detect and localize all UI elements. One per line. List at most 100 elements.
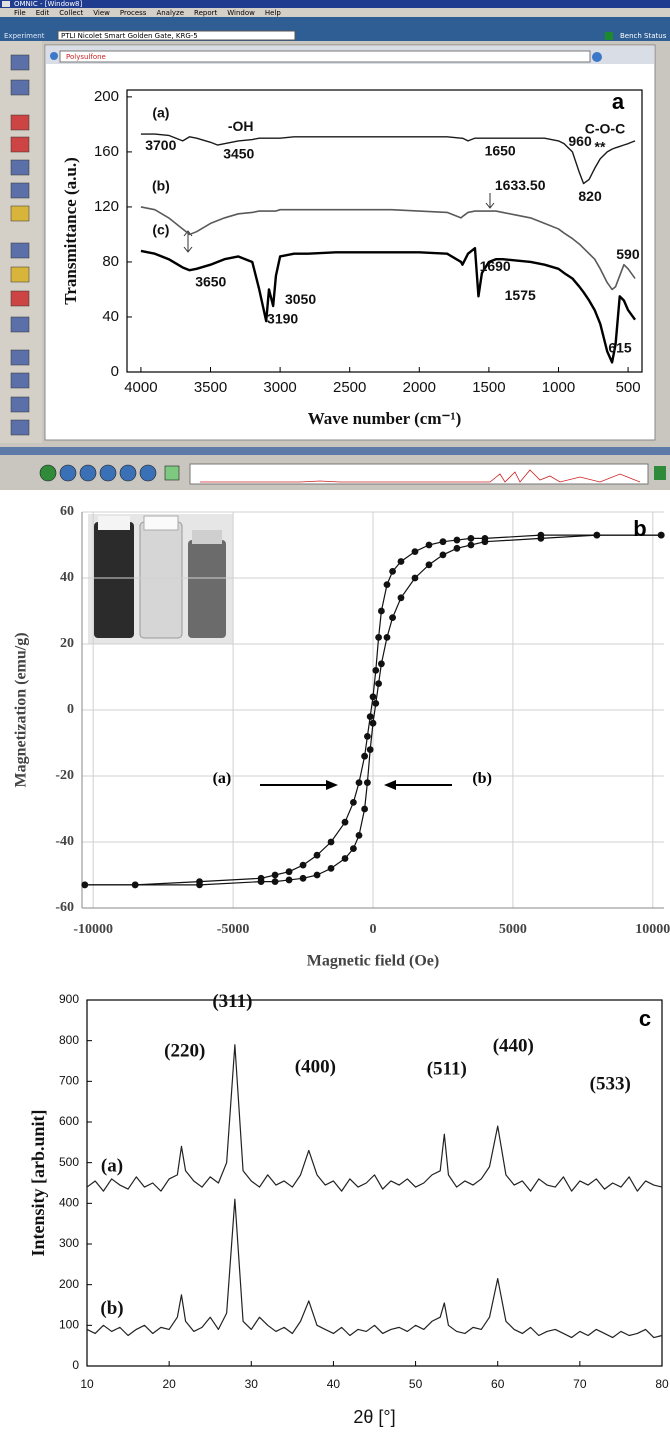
y-axis-title: Intensity [arb.unit] [28,1109,48,1256]
y-tick-label: 160 [94,143,119,160]
marker [361,805,369,813]
x-tick-label: 60 [491,1377,505,1391]
menu-item[interactable]: File [14,9,26,17]
x-tick-label: 80 [655,1377,669,1391]
marker [350,845,357,852]
annotation: (511) [427,1058,467,1079]
x-tick-label: 70 [573,1377,587,1391]
spectrum-title: Polysulfone [66,53,106,61]
scroll-button[interactable] [654,466,666,480]
marker [383,634,391,641]
tool-icon[interactable] [10,266,30,283]
menu-item[interactable]: Report [194,9,217,17]
menu-item[interactable]: Collect [59,9,83,17]
tool-icon[interactable] [10,79,30,96]
annotation: ** [595,138,606,154]
vial [94,522,134,638]
toolbar-icons [10,54,30,436]
view-button[interactable] [79,464,97,482]
tool-icon[interactable] [10,316,30,333]
spectrum-overview[interactable] [189,463,649,485]
annotation: 3450 [223,145,254,161]
view-button[interactable] [39,464,57,482]
menu-item[interactable]: Process [120,9,147,17]
x-tick-label: 0 [370,922,377,937]
view-button[interactable] [99,464,117,482]
view-button[interactable] [139,464,157,482]
menu-item[interactable]: Edit [36,9,50,17]
view-buttons [39,464,180,482]
marker [467,535,475,542]
y-axis-title: Magnetization (emu/g) [13,632,30,787]
menu-item[interactable]: Help [265,9,282,17]
status-strip [0,447,670,455]
marker [271,871,279,879]
menu-item[interactable]: Analyze [156,9,184,17]
y-tick-label: -60 [55,900,74,915]
plot-frame [126,89,643,373]
marker [467,541,475,549]
tool-icon[interactable] [10,290,30,307]
series-name: (b) [152,178,170,194]
menu-item[interactable]: Window [227,9,255,17]
x-tick-label: 3500 [194,379,227,396]
x-tick-label: 20 [162,1377,176,1391]
bench-status-icon[interactable] [605,32,613,40]
marker [375,680,382,687]
menu-bar [0,8,670,17]
marker [593,531,601,539]
chart: 0 100 200 300 400 500 600 700 800 900 10 20 30 40 50 60… [28,991,669,1427]
y-axis-title: Transmittance (a.u.) [61,157,80,304]
marker [341,818,349,826]
experiment-select[interactable] [57,30,296,41]
dropdown-icon[interactable] [592,52,602,62]
annotation: -OH [228,118,254,134]
marker [377,607,385,615]
y-tick-label: 900 [59,992,79,1006]
marker [411,574,419,582]
spectrum-title-box[interactable] [59,50,591,63]
x-tick-label: 1000 [542,379,575,396]
annotation: 3050 [285,291,316,307]
annotation: (220) [164,1040,205,1061]
marker [364,733,371,740]
view-button[interactable] [119,464,137,482]
tool-icon[interactable] [10,419,30,436]
tool-icon[interactable] [10,159,30,176]
y-tick-label: 600 [59,1114,79,1128]
marker [369,693,377,701]
x-tick-label: 2500 [333,379,366,396]
x-tick-label: -10000 [73,922,113,937]
tool-icon[interactable] [10,349,30,366]
marker [372,700,380,707]
panel-label: c [639,1006,651,1031]
inset-photo [88,514,233,644]
vial-cap [98,516,130,530]
marker [313,871,321,879]
tool-icon[interactable] [10,396,30,413]
tool-icon[interactable] [10,242,30,259]
tool-icon[interactable] [10,182,30,199]
menu-item[interactable]: View [93,9,110,17]
marker [372,667,380,674]
tool-icon[interactable] [10,114,30,131]
x-tick-label: 500 [616,379,641,396]
y-tick-label: 0 [72,1358,79,1372]
tool-icon[interactable] [10,54,30,71]
app-icon [2,1,10,7]
marker [375,634,382,641]
marker [285,868,293,876]
annotation: (a) [213,770,232,787]
y-tick-label: 40 [102,308,119,325]
x-tick-label: 10 [80,1377,94,1391]
info-icon[interactable] [50,52,58,60]
view-button[interactable] [164,465,180,481]
tool-icon[interactable] [10,205,30,222]
vial-cap [143,515,179,531]
series-name: (c) [152,222,169,238]
y-tick-label: 0 [67,702,74,717]
marker [361,752,369,760]
view-button[interactable] [59,464,77,482]
tool-icon[interactable] [10,372,30,389]
tool-icon[interactable] [10,136,30,153]
